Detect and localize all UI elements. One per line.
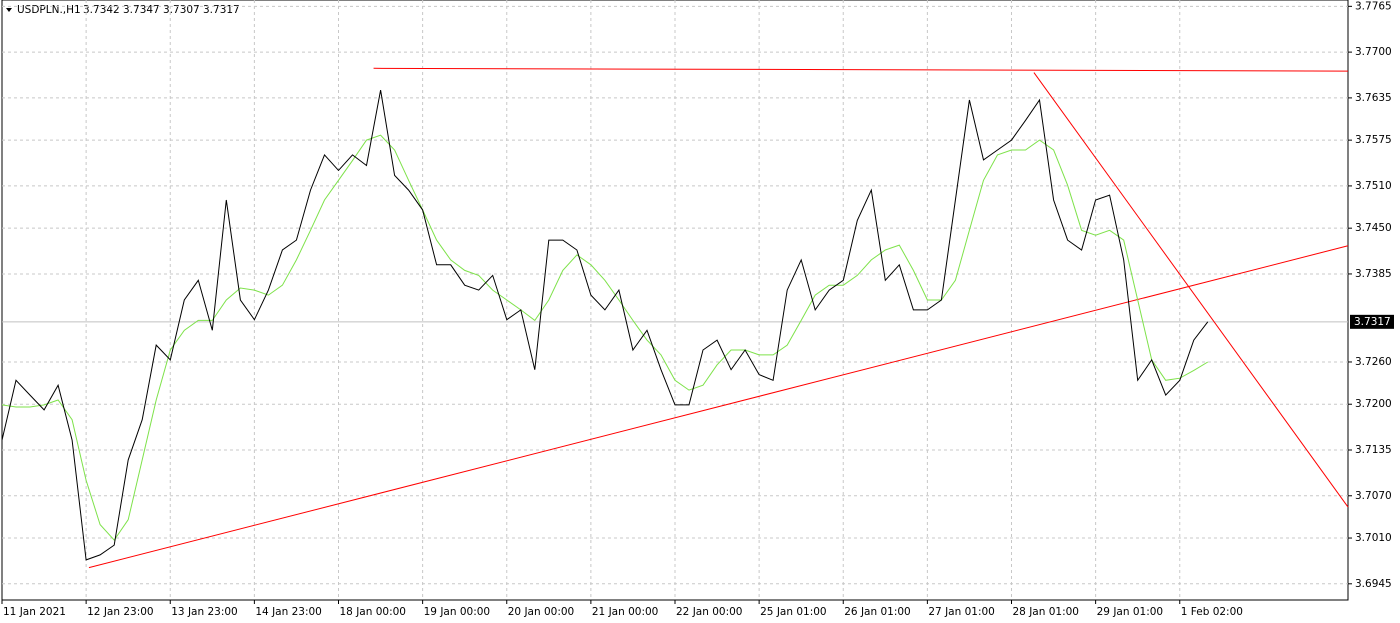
y-tick-label: 3.7700 (1355, 46, 1392, 58)
y-tick-label: 3.7385 (1355, 268, 1392, 280)
y-tick-label: 3.7765 (1355, 0, 1392, 12)
y-tick-label: 3.7450 (1355, 222, 1392, 234)
ohlc-high: 3.7347 (123, 4, 160, 16)
x-tick-label: 28 Jan 01:00 (1013, 606, 1079, 618)
trendline (373, 67, 1349, 72)
y-tick-label: 3.7510 (1355, 180, 1392, 192)
x-tick-label: 26 Jan 01:00 (844, 606, 910, 618)
x-tick-label: 25 Jan 01:00 (760, 606, 826, 618)
x-tick-label: 13 Jan 23:00 (171, 606, 237, 618)
y-tick-label: 3.7070 (1355, 490, 1392, 502)
x-tick-label: 14 Jan 23:00 (255, 606, 321, 618)
x-tick-label: 12 Jan 23:00 (87, 606, 153, 618)
y-tick-label: 3.6945 (1355, 578, 1392, 590)
x-tick-label: 19 Jan 00:00 (424, 606, 490, 618)
price-line (1, 134, 1209, 541)
y-tick-label: 3.7200 (1355, 398, 1392, 410)
x-tick-label: 20 Jan 00:00 (508, 606, 574, 618)
x-tick-label: 22 Jan 00:00 (676, 606, 742, 618)
y-tick-label: 3.7010 (1355, 532, 1392, 544)
y-tick-label: 3.7135 (1355, 444, 1392, 456)
x-tick-label: 18 Jan 00:00 (340, 606, 406, 618)
x-tick-label: 29 Jan 01:00 (1097, 606, 1163, 618)
ohlc-close: 3.7317 (203, 4, 240, 16)
y-tick-label: 3.7635 (1355, 92, 1392, 104)
y-tick-label: 3.7260 (1355, 356, 1392, 368)
x-tick-label: 21 Jan 00:00 (592, 606, 658, 618)
menu-arrow (6, 8, 12, 12)
x-tick-label: 1 Feb 02:00 (1181, 606, 1243, 618)
ohlc-open: 3.7342 (83, 4, 120, 16)
x-tick-label: 27 Jan 01:00 (928, 606, 994, 618)
trendline (88, 245, 1349, 569)
current-price-box (1350, 314, 1394, 329)
chart-title: USDPLN.,H1 (17, 4, 81, 16)
current-price-label: 3.7317 (1354, 316, 1391, 328)
y-tick-label: 3.7575 (1355, 134, 1392, 146)
trendline (1033, 72, 1349, 508)
ohlc-low: 3.7307 (163, 4, 200, 16)
x-tick-label: 11 Jan 2021 (3, 606, 66, 618)
price-line (1, 90, 1209, 561)
